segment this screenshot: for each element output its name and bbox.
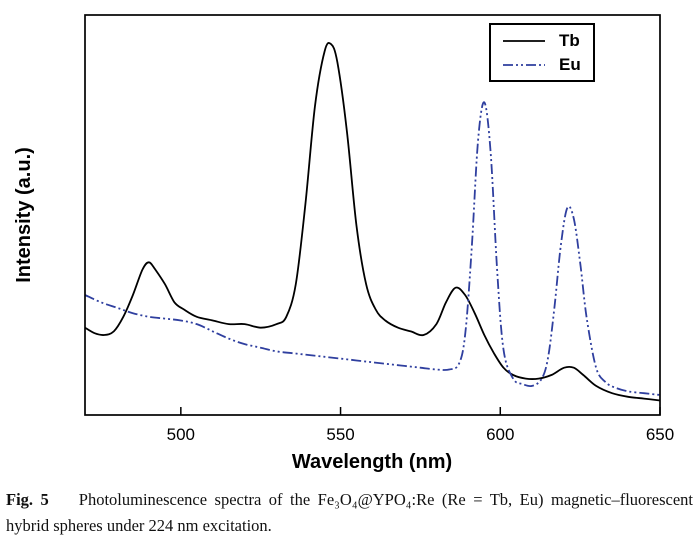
legend: Tb Eu bbox=[489, 23, 595, 82]
legend-line-sample bbox=[503, 39, 545, 42]
series-line-eu bbox=[84, 101, 661, 396]
legend-item-tb: Tb bbox=[501, 32, 581, 49]
plot-frame bbox=[84, 14, 661, 416]
figure-caption-text: Photoluminescence spectra of the Fe₃O₄@Y… bbox=[6, 490, 694, 535]
x-tick-label: 650 bbox=[646, 425, 674, 444]
figure-caption: Fig. 5 Photoluminescence spectra of the … bbox=[6, 487, 693, 539]
series-line-tb bbox=[84, 42, 661, 402]
spectra-plot: 500 550 600 650 Wavelength (nm) Intensity (… bbox=[13, 14, 674, 473]
axis-layer: 500 550 600 650 bbox=[167, 407, 674, 444]
x-axis-label: Wavelength (nm) bbox=[292, 451, 452, 473]
x-tick-label: 600 bbox=[486, 425, 514, 444]
legend-item-eu: Eu bbox=[501, 56, 581, 73]
spectra-chart: 500 550 600 650 Wavelength (nm) Intensity (… bbox=[13, 14, 674, 473]
y-axis-label: Intensity (a.u.) bbox=[13, 147, 35, 283]
figure-number: Fig. 5 bbox=[6, 490, 49, 509]
series-layer bbox=[84, 42, 661, 402]
x-tick-label: 550 bbox=[326, 425, 354, 444]
legend-label: Tb bbox=[559, 31, 580, 50]
legend-line-sample bbox=[503, 63, 545, 66]
x-tick-label: 500 bbox=[167, 425, 195, 444]
legend-label: Eu bbox=[559, 55, 581, 74]
